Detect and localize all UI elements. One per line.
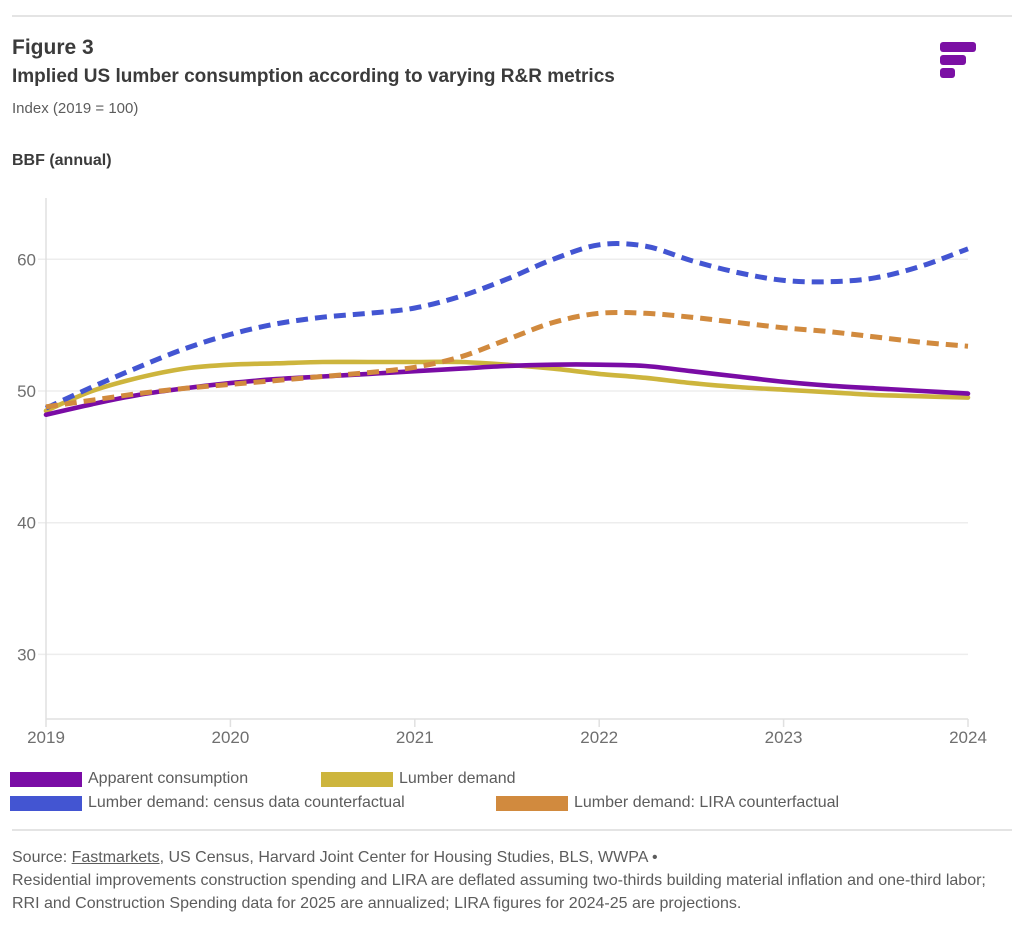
figure-label: Figure 3 (12, 36, 94, 59)
legend-label: Lumber demand (399, 770, 516, 787)
index-note: Index (2019 = 100) (12, 100, 139, 117)
x-tick-label-2021: 2021 (396, 728, 434, 747)
y-tick-label-40: 40 (17, 514, 36, 533)
top-divider (12, 15, 1012, 17)
source-suffix: , US Census, Harvard Joint Center for Ho… (159, 849, 658, 866)
source-note: Source: Fastmarkets, US Census, Harvard … (12, 846, 997, 916)
series-line-lumber-demand-census-data-counterfactual (44, 241, 969, 411)
legend-item-2: Lumber demand (321, 770, 516, 788)
y-tick-label-50: 50 (17, 382, 36, 401)
y-tick-label-30: 30 (17, 645, 36, 664)
logo-bar-top (940, 42, 976, 52)
legend-swatch (496, 795, 568, 811)
fastmarkets-link[interactable]: Fastmarkets (71, 849, 160, 866)
x-tick-label-2022: 2022 (580, 728, 618, 747)
legend-item-3: Lumber demand: census data counterfactua… (10, 794, 405, 812)
chart-title: Implied US lumber consumption according … (12, 66, 615, 87)
legend-swatch (321, 771, 393, 787)
line-chart: 60 50 40 30 2019 2020 2021 2022 2023 2024 (17, 198, 987, 747)
legend-label: Apparent consumption (88, 770, 249, 787)
x-tick-label-2020: 2020 (211, 728, 249, 747)
legend-label: Lumber demand: LIRA counterfactual (574, 794, 840, 811)
logo-bar-middle (940, 55, 966, 65)
methodology-note: Residential improvements construction sp… (12, 872, 986, 913)
legend-label: Lumber demand: census data counterfactua… (88, 794, 405, 811)
source-line: Source: Fastmarkets, US Census, Harvard … (12, 846, 997, 869)
legend-item-4: Lumber demand: LIRA counterfactual (496, 794, 839, 812)
y-axis-unit-label: BBF (annual) (12, 152, 112, 169)
fastmarkets-logo-icon (940, 42, 980, 82)
y-tick-label-60: 60 (17, 250, 36, 269)
legend-swatch (10, 795, 82, 811)
footer-divider (12, 829, 1012, 831)
x-tick-label-2019: 2019 (27, 728, 65, 747)
x-tick-label-2023: 2023 (765, 728, 803, 747)
legend-item-1: Apparent consumption (10, 770, 248, 788)
legend-swatch (10, 771, 82, 787)
x-tick-label-2024: 2024 (949, 728, 987, 747)
logo-bar-bottom (940, 68, 955, 78)
source-prefix: Source: (12, 849, 72, 866)
series-line-lumber-demand-lira-counterfactual (45, 309, 969, 410)
